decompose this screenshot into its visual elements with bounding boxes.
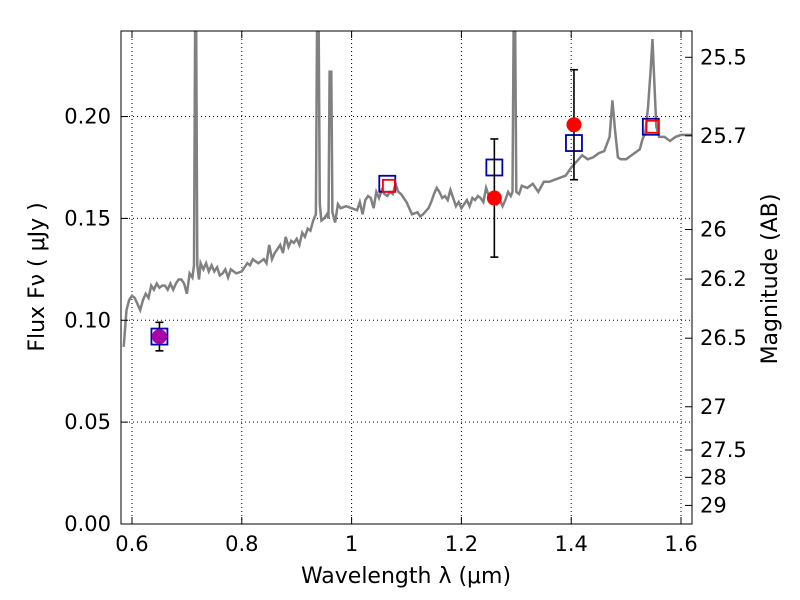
y-tick-label: 0.20 <box>64 105 111 129</box>
filled-circle-marker <box>486 190 502 206</box>
right-tick-label: 27.5 <box>700 438 747 462</box>
small-open-square-marker <box>645 119 660 134</box>
small-open-square-marker <box>382 178 396 193</box>
y-tick-label: 0.05 <box>64 410 111 434</box>
right-axis-label: Magnitude (AB) <box>758 194 783 365</box>
x-tick-label: 1.4 <box>555 532 588 556</box>
x-tick-label: 0.6 <box>115 532 148 556</box>
spectrum-line <box>122 31 692 347</box>
filled-circle-marker <box>566 117 582 133</box>
x-tick-label: 0.8 <box>225 532 258 556</box>
x-tick-label: 1.2 <box>445 532 478 556</box>
y-tick-label: 0.15 <box>64 206 111 230</box>
right-tick-label: 25.5 <box>700 45 747 69</box>
y-axis-label: Flux Fν ( μJy ) <box>25 202 50 351</box>
filled-circle-marker <box>151 329 167 345</box>
x-tick-label: 1 <box>345 532 358 556</box>
y-tick-label: 0.10 <box>64 308 111 332</box>
y-tick-label: 0.00 <box>64 512 111 536</box>
tick-layer: 0.6 0.8 1 1.2 1.4 1.6 0.00 0.05 0.10 0.15 0.20 25.5… <box>64 31 747 556</box>
right-tick-label: 25.7 <box>700 124 747 148</box>
right-tick-label: 27 <box>700 395 727 419</box>
right-tick-label: 28 <box>700 465 727 489</box>
marker-layer <box>150 68 660 352</box>
right-tick-label: 29 <box>700 493 727 517</box>
right-tick-label: 26.2 <box>700 267 747 291</box>
grid-layer <box>121 31 692 525</box>
data-layer <box>122 31 692 347</box>
right-tick-label: 26.5 <box>700 326 747 350</box>
plot-frame <box>120 30 693 525</box>
right-tick-label: 26 <box>700 218 727 242</box>
x-axis-label: Wavelength λ (μm) <box>301 564 511 589</box>
x-tick-label: 1.6 <box>664 532 697 556</box>
